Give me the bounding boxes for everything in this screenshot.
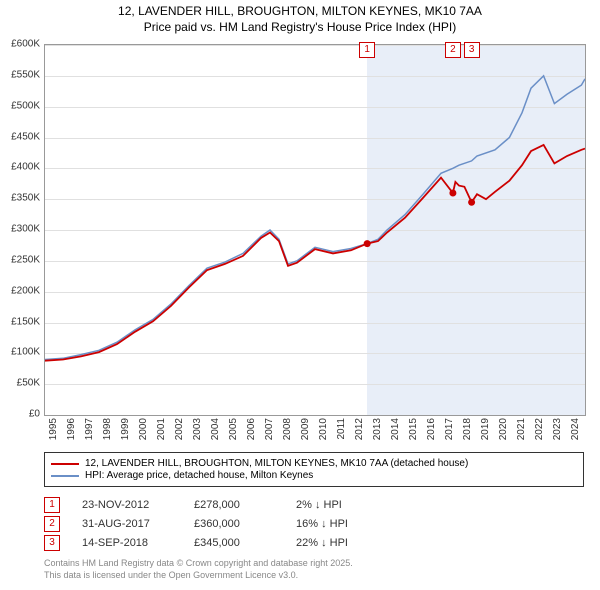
x-tick-label: 2003 — [192, 418, 203, 440]
y-tick-label: £150K — [4, 316, 40, 327]
x-tick-label: 2004 — [210, 418, 221, 440]
y-tick-label: £550K — [4, 69, 40, 80]
y-tick-label: £500K — [4, 100, 40, 111]
x-tick-label: 1998 — [102, 418, 113, 440]
legend-swatch — [51, 475, 79, 477]
sale-row: 1 23-NOV-2012 £278,000 2% ↓ HPI — [44, 497, 584, 513]
x-tick-label: 2021 — [516, 418, 527, 440]
footer-line2: This data is licensed under the Open Gov… — [44, 570, 353, 582]
x-tick-label: 2015 — [408, 418, 419, 440]
chart-title: 12, LAVENDER HILL, BROUGHTON, MILTON KEY… — [0, 0, 600, 35]
x-tick-label: 2013 — [372, 418, 383, 440]
x-tick-label: 2012 — [354, 418, 365, 440]
title-line1: 12, LAVENDER HILL, BROUGHTON, MILTON KEY… — [0, 4, 600, 20]
x-tick-label: 1996 — [66, 418, 77, 440]
y-tick-label: £400K — [4, 162, 40, 173]
sale-point — [468, 199, 475, 206]
y-tick-label: £300K — [4, 224, 40, 235]
x-tick-label: 2002 — [174, 418, 185, 440]
x-tick-label: 2008 — [282, 418, 293, 440]
x-tick-label: 2023 — [552, 418, 563, 440]
x-tick-label: 2020 — [498, 418, 509, 440]
chart-svg — [45, 45, 585, 415]
y-tick-label: £200K — [4, 285, 40, 296]
footer-line1: Contains HM Land Registry data © Crown c… — [44, 558, 353, 570]
sales-table: 1 23-NOV-2012 £278,000 2% ↓ HPI 2 31-AUG-2017… — [44, 494, 584, 554]
x-tick-label: 2016 — [426, 418, 437, 440]
sale-point — [449, 190, 456, 197]
x-tick-label: 2018 — [462, 418, 473, 440]
sale-diff: 22% ↓ HPI — [296, 537, 396, 549]
sale-date: 23-NOV-2012 — [82, 499, 172, 511]
sale-marker-icon: 3 — [44, 535, 60, 551]
x-tick-label: 1995 — [48, 418, 59, 440]
x-tick-label: 2001 — [156, 418, 167, 440]
y-tick-label: £50K — [4, 378, 40, 389]
footer: Contains HM Land Registry data © Crown c… — [44, 558, 353, 581]
sale-date: 14-SEP-2018 — [82, 537, 172, 549]
y-tick-label: £600K — [4, 39, 40, 50]
legend-item: HPI: Average price, detached house, Milt… — [51, 470, 577, 481]
sale-diff: 2% ↓ HPI — [296, 499, 396, 511]
y-tick-label: £350K — [4, 193, 40, 204]
y-tick-label: £250K — [4, 254, 40, 265]
y-tick-label: £100K — [4, 347, 40, 358]
sale-price: £345,000 — [194, 537, 274, 549]
sale-marker-1: 1 — [359, 42, 375, 58]
x-tick-label: 2022 — [534, 418, 545, 440]
x-tick-label: 2006 — [246, 418, 257, 440]
legend: 12, LAVENDER HILL, BROUGHTON, MILTON KEY… — [44, 452, 584, 487]
x-tick-label: 2011 — [336, 418, 347, 440]
series-hpi — [45, 76, 585, 360]
x-tick-label: 2009 — [300, 418, 311, 440]
sale-diff: 16% ↓ HPI — [296, 518, 396, 530]
sale-marker-3: 3 — [464, 42, 480, 58]
sale-marker-icon: 1 — [44, 497, 60, 513]
x-tick-label: 2000 — [138, 418, 149, 440]
sale-point — [364, 240, 371, 247]
x-tick-label: 2017 — [444, 418, 455, 440]
sale-price: £360,000 — [194, 518, 274, 530]
chart-container: 12, LAVENDER HILL, BROUGHTON, MILTON KEY… — [0, 0, 600, 590]
x-tick-label: 2005 — [228, 418, 239, 440]
x-tick-label: 1997 — [84, 418, 95, 440]
series-price_paid — [45, 145, 585, 361]
sale-price: £278,000 — [194, 499, 274, 511]
sale-row: 2 31-AUG-2017 £360,000 16% ↓ HPI — [44, 516, 584, 532]
x-tick-label: 1999 — [120, 418, 131, 440]
legend-swatch — [51, 463, 79, 465]
sale-row: 3 14-SEP-2018 £345,000 22% ↓ HPI — [44, 535, 584, 551]
x-tick-label: 2024 — [570, 418, 581, 440]
sale-date: 31-AUG-2017 — [82, 518, 172, 530]
sale-marker-2: 2 — [445, 42, 461, 58]
title-line2: Price paid vs. HM Land Registry's House … — [0, 20, 600, 36]
x-tick-label: 2007 — [264, 418, 275, 440]
legend-label: HPI: Average price, detached house, Milt… — [85, 470, 313, 481]
chart-plot-area — [44, 44, 586, 416]
y-tick-label: £0 — [4, 409, 40, 420]
x-tick-label: 2014 — [390, 418, 401, 440]
legend-item: 12, LAVENDER HILL, BROUGHTON, MILTON KEY… — [51, 458, 577, 469]
x-tick-label: 2019 — [480, 418, 491, 440]
sale-marker-icon: 2 — [44, 516, 60, 532]
y-tick-label: £450K — [4, 131, 40, 142]
x-tick-label: 2010 — [318, 418, 329, 440]
legend-label: 12, LAVENDER HILL, BROUGHTON, MILTON KEY… — [85, 458, 468, 469]
